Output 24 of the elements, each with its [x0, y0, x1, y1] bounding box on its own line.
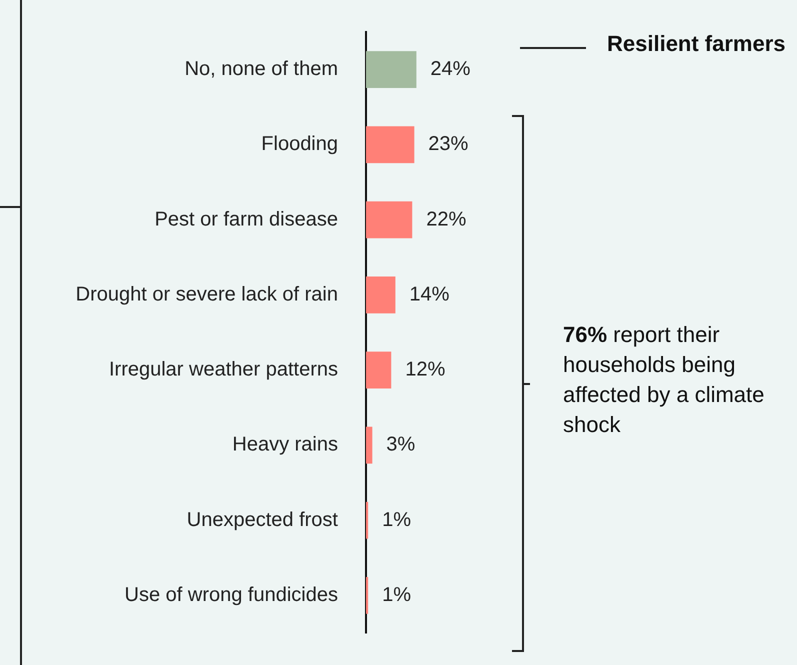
bar	[366, 426, 372, 464]
y-tick-label: Drought or severe lack of rain	[76, 283, 338, 306]
data-label: 14%	[409, 283, 450, 306]
text: 76% report their households being affected by a climate shock	[563, 321, 766, 439]
bar	[366, 276, 396, 314]
bar	[366, 51, 416, 88]
y-tick-label: Unexpected frost	[186, 508, 338, 531]
data-label: 24%	[430, 58, 471, 80]
data-label: 3%	[386, 434, 416, 456]
bar	[366, 126, 414, 164]
y-tick-label: Use of wrong fundicides	[124, 584, 338, 606]
y-tick-label: Irregular weather patterns	[108, 358, 338, 381]
data-label: 1%	[382, 584, 412, 606]
bar	[366, 352, 392, 388]
data-label: 1%	[382, 508, 412, 531]
y-tick-label: Heavy rains	[232, 434, 338, 456]
y-tick-label: No, none of them	[184, 58, 338, 80]
y-tick-label: Pest or farm disease	[154, 208, 338, 230]
data-label: 12%	[405, 358, 446, 381]
data-label: 22%	[426, 208, 466, 230]
text: Resilient farmers	[607, 30, 787, 58]
bar	[366, 201, 412, 238]
data-label: 23%	[428, 133, 469, 156]
y-tick-label: Flooding	[261, 133, 338, 156]
